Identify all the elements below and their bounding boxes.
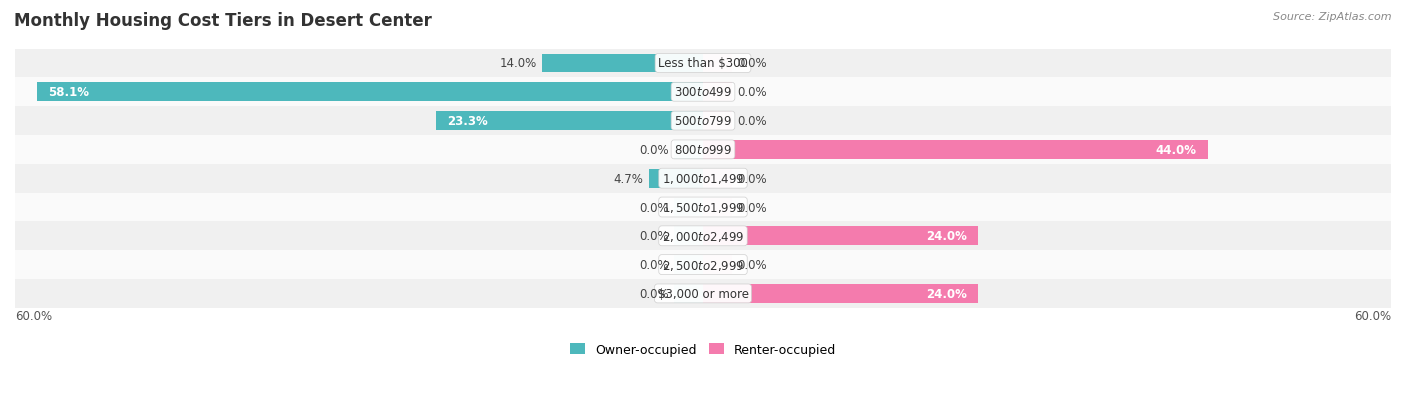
Text: 60.0%: 60.0%	[15, 309, 52, 323]
Text: 0.0%: 0.0%	[638, 287, 669, 300]
Bar	[703, 227, 979, 246]
Bar	[15, 279, 1391, 308]
Bar	[703, 285, 979, 303]
Text: 23.3%: 23.3%	[447, 115, 488, 128]
Text: 0.0%: 0.0%	[737, 57, 768, 70]
Text: 0.0%: 0.0%	[737, 115, 768, 128]
Text: 0.0%: 0.0%	[638, 259, 669, 271]
Text: $2,000 to $2,499: $2,000 to $2,499	[662, 229, 744, 243]
Text: $300 to $499: $300 to $499	[673, 86, 733, 99]
Bar	[15, 222, 1391, 251]
Text: $800 to $999: $800 to $999	[673, 144, 733, 157]
Text: 24.0%: 24.0%	[927, 230, 967, 243]
Text: 0.0%: 0.0%	[737, 86, 768, 99]
Bar	[675, 285, 703, 303]
Text: Less than $300: Less than $300	[658, 57, 748, 70]
Bar	[436, 112, 703, 131]
Text: 60.0%: 60.0%	[1354, 309, 1391, 323]
Bar	[703, 112, 731, 131]
Bar	[650, 169, 703, 188]
Text: Monthly Housing Cost Tiers in Desert Center: Monthly Housing Cost Tiers in Desert Cen…	[14, 12, 432, 30]
Bar	[15, 107, 1391, 135]
Text: $2,500 to $2,999: $2,500 to $2,999	[662, 258, 744, 272]
Text: $500 to $799: $500 to $799	[673, 115, 733, 128]
Bar	[703, 198, 731, 217]
Bar	[675, 141, 703, 159]
Text: $3,000 or more: $3,000 or more	[658, 287, 748, 300]
Text: 58.1%: 58.1%	[48, 86, 89, 99]
Text: $1,000 to $1,499: $1,000 to $1,499	[662, 172, 744, 186]
Text: Source: ZipAtlas.com: Source: ZipAtlas.com	[1274, 12, 1392, 22]
Legend: Owner-occupied, Renter-occupied: Owner-occupied, Renter-occupied	[565, 338, 841, 361]
Text: $1,500 to $1,999: $1,500 to $1,999	[662, 201, 744, 214]
Text: 0.0%: 0.0%	[638, 144, 669, 157]
Bar	[15, 50, 1391, 78]
Text: 14.0%: 14.0%	[499, 57, 537, 70]
Bar	[675, 198, 703, 217]
Bar	[703, 55, 731, 73]
Text: 4.7%: 4.7%	[613, 172, 644, 185]
Text: 44.0%: 44.0%	[1156, 144, 1197, 157]
Bar	[703, 83, 731, 102]
Bar	[543, 55, 703, 73]
Bar	[15, 251, 1391, 279]
Bar	[703, 141, 1208, 159]
Bar	[15, 193, 1391, 222]
Text: 0.0%: 0.0%	[638, 230, 669, 243]
Text: 0.0%: 0.0%	[638, 201, 669, 214]
Bar	[675, 256, 703, 274]
Bar	[15, 164, 1391, 193]
Text: 0.0%: 0.0%	[737, 259, 768, 271]
Text: 0.0%: 0.0%	[737, 172, 768, 185]
Bar	[15, 135, 1391, 164]
Text: 24.0%: 24.0%	[927, 287, 967, 300]
Bar	[37, 83, 703, 102]
Bar	[675, 227, 703, 246]
Text: 0.0%: 0.0%	[737, 201, 768, 214]
Bar	[15, 78, 1391, 107]
Bar	[703, 256, 731, 274]
Bar	[703, 169, 731, 188]
